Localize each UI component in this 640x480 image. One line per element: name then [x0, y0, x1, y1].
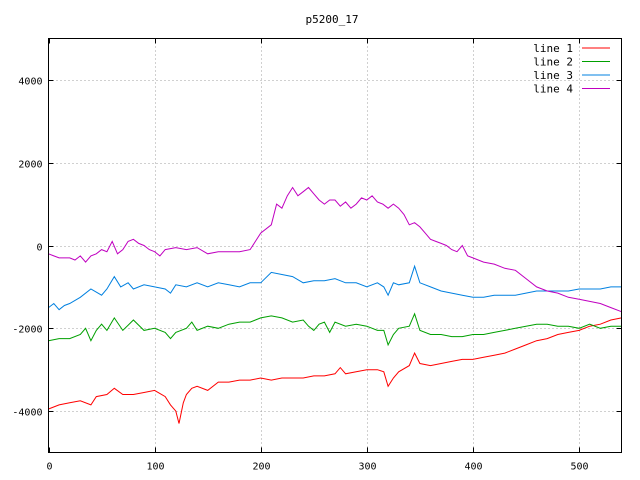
chart-title: p5200_17: [306, 13, 359, 26]
y-tick-label: 4000: [18, 77, 42, 88]
series-line-2: [48, 312, 622, 347]
x-tick-label: 200: [252, 462, 270, 473]
series-lines: [48, 186, 622, 424]
y-tick-label: 0: [36, 243, 42, 254]
y-tick-label: -4000: [12, 408, 42, 419]
y-tick-label: 2000: [18, 160, 42, 171]
x-tick-label: 0: [46, 462, 52, 473]
x-tick-label: 100: [146, 462, 164, 473]
grid: [48, 38, 622, 453]
legend-label: line 3: [533, 69, 573, 82]
legend-label: line 4: [533, 83, 573, 96]
series-line-1: [48, 317, 622, 424]
plot-frame: [48, 38, 622, 453]
y-tick-label: -2000: [12, 325, 42, 336]
x-tick-label: 400: [464, 462, 482, 473]
series-line-3: [48, 264, 622, 311]
legend-label: line 2: [533, 56, 573, 69]
x-tick-label: 500: [570, 462, 588, 473]
legend-label: line 1: [533, 42, 573, 55]
axis-ticks: 0 100 200 300 400 500 -4000 -2000 0 2000 4000: [12, 38, 622, 473]
x-tick-label: 300: [358, 462, 376, 473]
series-line-4: [48, 186, 622, 313]
